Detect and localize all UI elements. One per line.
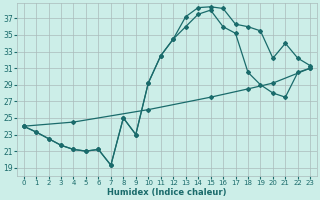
X-axis label: Humidex (Indice chaleur): Humidex (Indice chaleur) [107,188,227,197]
